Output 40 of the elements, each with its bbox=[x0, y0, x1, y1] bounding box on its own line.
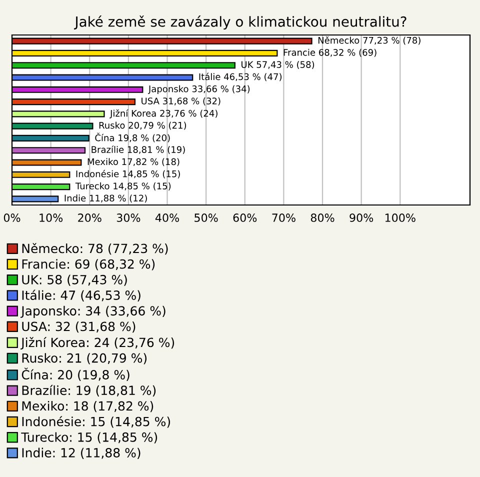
legend-label: UK: 58 (57,43 %) bbox=[22, 274, 127, 286]
data-label: Turecko 14,85 % (15) bbox=[75, 182, 171, 190]
x-tick-label: 70% bbox=[272, 214, 296, 222]
data-label: USA 31,68 % (32) bbox=[142, 97, 220, 106]
data-label: Indie 11,88 % (12) bbox=[64, 194, 147, 203]
x-tick-label: 40% bbox=[155, 214, 179, 222]
data-label: UK 57,43 % (58) bbox=[242, 61, 314, 70]
data-label: Japonsko 33,66 % (34) bbox=[148, 85, 250, 94]
x-tick-label: 0% bbox=[4, 214, 20, 222]
data-label: Francie 68,32 % (69) bbox=[284, 48, 376, 57]
x-tick-label: 10% bbox=[40, 214, 63, 222]
legend-label: Turecko: 15 (14,85 %) bbox=[21, 432, 158, 444]
legend-label: Jižní Korea: 24 (23,76 %) bbox=[20, 336, 174, 350]
x-tick-label: 60% bbox=[233, 214, 257, 222]
legend-label: Čína: 20 (19,8 %) bbox=[22, 368, 130, 381]
chart-title: Jaké země se zavázaly o klimatickou neutralitu? bbox=[74, 16, 406, 30]
data-label: Rusko 20,79 % (21) bbox=[99, 122, 186, 130]
legend-label: Francie: 69 (68,32 %) bbox=[22, 259, 155, 270]
x-tick-label: 100% bbox=[385, 214, 416, 222]
x-tick-label: 50% bbox=[194, 214, 218, 222]
data-label: Indonésie 14,85 % (15) bbox=[76, 170, 180, 178]
x-tick-label: 80% bbox=[310, 214, 334, 222]
legend-label: Indie: 12 (11,88 %) bbox=[22, 448, 140, 459]
legend-label: USA: 32 (31,68 %) bbox=[22, 322, 136, 333]
legend-label: Rusko: 21 (20,79 %) bbox=[22, 353, 147, 364]
data-label: Mexiko 17,82 % (18) bbox=[88, 158, 180, 166]
data-label: Brazílie 18,81 % (19) bbox=[92, 146, 185, 154]
legend-label: Itálie: 47 (46,53 %) bbox=[22, 290, 140, 302]
legend-label: Mexiko: 18 (17,82 %) bbox=[22, 401, 154, 412]
data-label: Jižní Korea 23,76 % (24) bbox=[110, 109, 218, 118]
legend-label: Německo: 78 (77,23 %) bbox=[22, 243, 168, 255]
x-tick-label: 20% bbox=[78, 214, 102, 222]
legend-label: Japonsko: 34 (33,66 %) bbox=[20, 306, 166, 318]
data-label: Čína 19,8 % (20) bbox=[95, 132, 170, 142]
legend-label: Indonésie: 15 (14,85 %) bbox=[22, 416, 170, 428]
data-label: Německo 77,23 % (78) bbox=[318, 36, 420, 45]
data-label: Itálie 46,53 % (47) bbox=[199, 72, 282, 82]
legend-label: Brazílie: 19 (18,81 %) bbox=[22, 384, 156, 397]
x-tick-label: 90% bbox=[350, 214, 374, 222]
x-tick-label: 30% bbox=[116, 214, 140, 222]
